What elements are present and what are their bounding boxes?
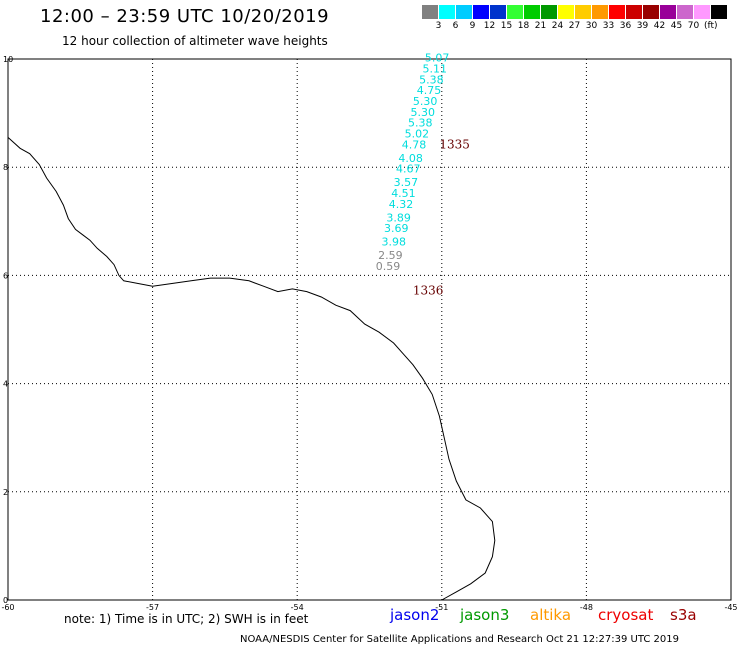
legend-swatch <box>507 5 524 19</box>
wave-height-label: 5.02 <box>405 127 430 140</box>
x-tick-label: -51 <box>435 603 448 612</box>
footer-note: note: 1) Time is in UTC; 2) SWH is in fe… <box>64 612 309 626</box>
legend-swatch <box>422 5 439 19</box>
x-tick-label: -60 <box>1 603 14 612</box>
x-tick-label: -57 <box>146 603 159 612</box>
wave-height-label: 3.89 <box>386 211 411 224</box>
legend-label: 42 <box>653 21 666 31</box>
legend-swatch <box>456 5 473 19</box>
y-tick-label: 10 <box>3 55 13 64</box>
legend-label: 15 <box>500 21 513 31</box>
wave-height-label: 3.98 <box>382 236 407 249</box>
satellite-name: cryosat <box>598 606 654 624</box>
legend-label: 12 <box>483 21 496 31</box>
map-frame <box>7 58 732 601</box>
legend-label: 27 <box>568 21 581 31</box>
satellite-name: jason3 <box>460 606 510 624</box>
legend-label: 39 <box>636 21 649 31</box>
legend-labels: 3 6 9 12 15 18 21 24 27 30 33 36 39 42 45 70 (ft) <box>422 21 728 31</box>
credit-line: NOAA/NESDIS Center for Satellite Applica… <box>240 634 679 645</box>
satellite-name: s3a <box>670 606 697 624</box>
pass-time-label: 1335 <box>439 137 470 151</box>
legend-swatch <box>677 5 694 19</box>
wave-height-label: 5.11 <box>423 63 448 76</box>
wave-height-label: 0.59 <box>376 260 401 273</box>
wave-height-label: 3.69 <box>384 222 409 235</box>
wave-height-label: 4.32 <box>389 198 414 211</box>
legend-swatch <box>575 5 592 19</box>
wave-height-label: 4.75 <box>417 84 442 97</box>
legend-swatch <box>626 5 643 19</box>
x-tick-label: -45 <box>724 603 737 612</box>
wave-height-label: 4.67 <box>396 163 421 176</box>
y-tick-label: 2 <box>3 488 8 497</box>
legend-label: 6 <box>452 21 459 31</box>
legend-label: 36 <box>619 21 632 31</box>
y-tick-label: 8 <box>3 163 8 172</box>
legend-swatch <box>694 5 711 19</box>
wave-height-label: 5.30 <box>410 106 435 119</box>
legend-label: 45 <box>670 21 683 31</box>
x-tick-label: -54 <box>291 603 304 612</box>
satellite-name: altika <box>530 606 572 624</box>
legend-label: 24 <box>551 21 564 31</box>
legend-swatch <box>541 5 558 19</box>
legend-label: 33 <box>602 21 615 31</box>
legend-swatch <box>711 5 728 19</box>
y-tick-label: 4 <box>3 380 8 389</box>
legend-label: 21 <box>534 21 547 31</box>
legend-swatch <box>592 5 609 19</box>
legend-swatch <box>643 5 660 19</box>
map-title: 12:00 – 23:59 UTC 10/20/2019 <box>40 6 330 27</box>
map-subtitle: 12 hour collection of altimeter wave hei… <box>62 34 328 48</box>
satellite-name: jason2 <box>390 606 440 624</box>
coastline <box>7 137 496 601</box>
legend-label: 70 <box>687 21 700 31</box>
legend-swatch <box>660 5 677 19</box>
wave-height-label: 5.07 <box>425 52 450 65</box>
y-tick-label: 0 <box>3 596 8 605</box>
wave-height-legend: 3 6 9 12 15 18 21 24 27 30 33 36 39 42 45 70 (ft) <box>422 5 728 31</box>
wave-height-label: 2.59 <box>378 249 403 262</box>
wave-height-label: 4.51 <box>391 187 416 200</box>
legend-swatch <box>558 5 575 19</box>
legend-label: 18 <box>517 21 530 31</box>
legend-color-bar <box>422 5 728 19</box>
wave-height-label: 3.57 <box>394 176 419 189</box>
wave-height-label: 4.78 <box>402 138 427 151</box>
x-tick-label: -48 <box>580 603 593 612</box>
wave-height-label: 5.38 <box>419 73 444 86</box>
wave-height-label: 5.38 <box>408 117 433 130</box>
legend-swatch <box>490 5 507 19</box>
legend-unit: (ft) <box>704 21 718 31</box>
legend-swatch <box>524 5 541 19</box>
legend-label: 3 <box>435 21 442 31</box>
legend-swatch <box>439 5 456 19</box>
y-tick-label: 6 <box>3 271 8 280</box>
legend-label: 9 <box>469 21 476 31</box>
legend-label: 30 <box>585 21 598 31</box>
pass-time-label: 1336 <box>413 283 444 297</box>
wave-height-label: 5.30 <box>413 95 438 108</box>
legend-swatch <box>473 5 490 19</box>
legend-swatch <box>609 5 626 19</box>
wave-height-label: 4.08 <box>398 152 423 165</box>
